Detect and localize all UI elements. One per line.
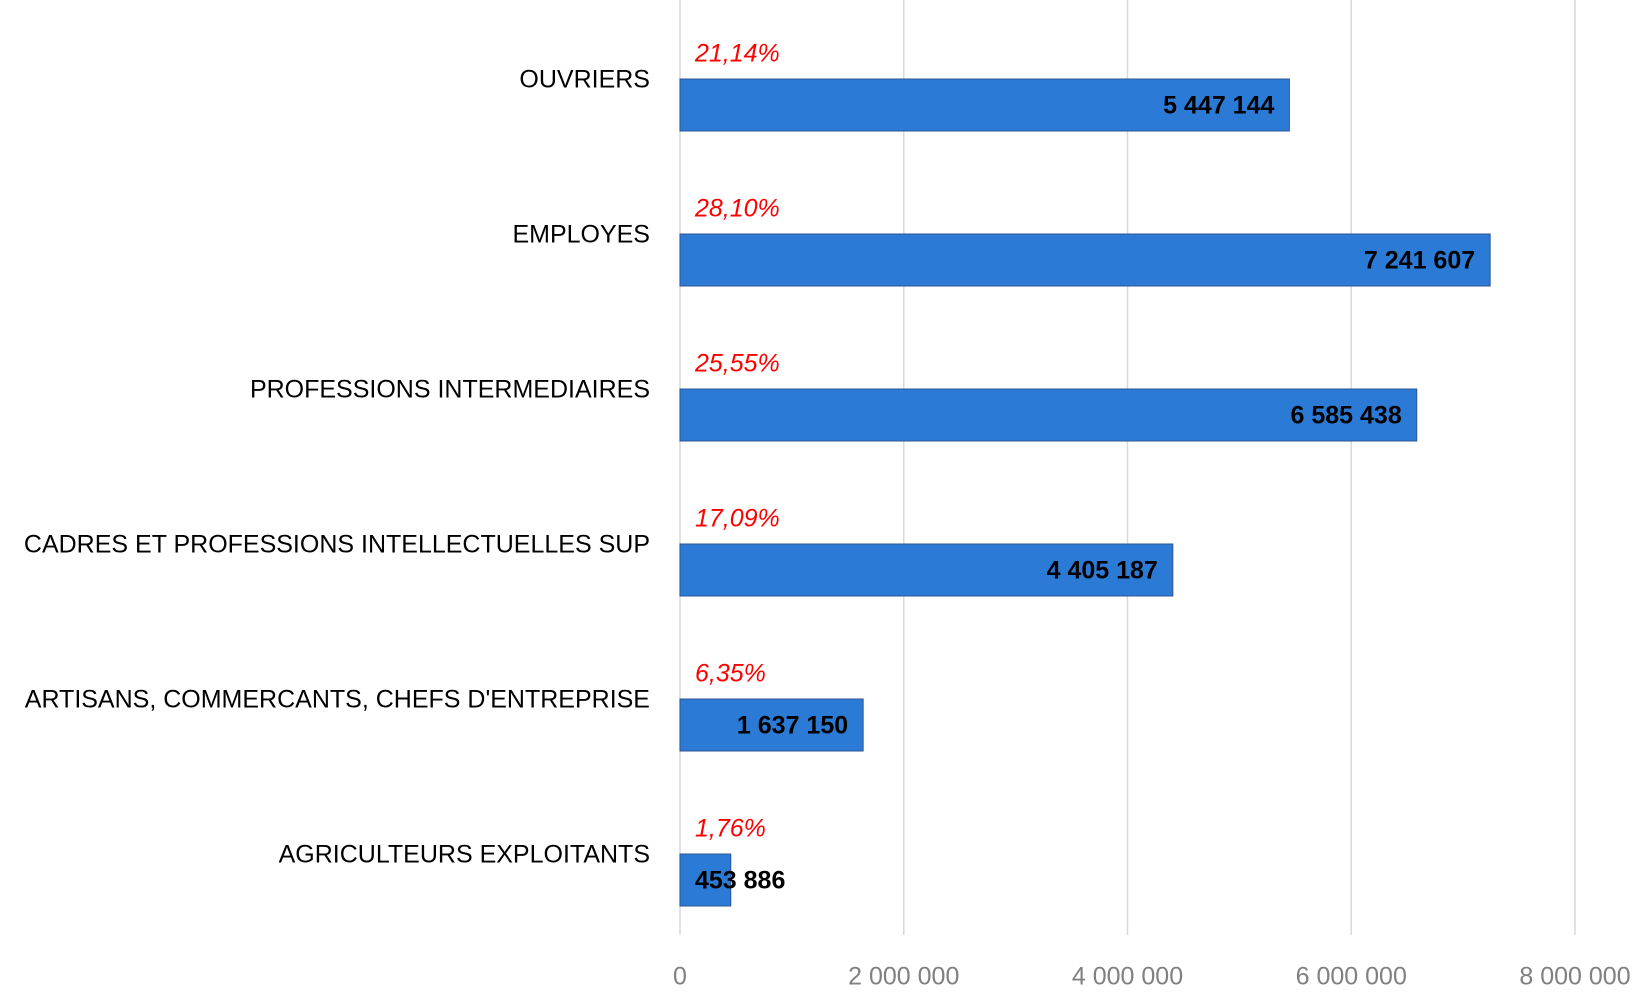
share-label: 25,55% xyxy=(694,350,780,378)
bar xyxy=(679,78,1290,132)
value-label: 453 886 xyxy=(695,867,785,895)
x-tick-label: 4 000 000 xyxy=(1072,963,1183,991)
x-tick-label: 6 000 000 xyxy=(1296,963,1407,991)
bar xyxy=(679,698,864,752)
category-label: OUVRIERS xyxy=(519,66,650,94)
share-label: 1,76% xyxy=(695,815,766,843)
value-label: 7 241 607 xyxy=(1364,247,1475,275)
x-tick-label: 8 000 000 xyxy=(1519,963,1630,991)
share-label: 21,14% xyxy=(694,40,780,68)
share-label: 17,09% xyxy=(695,505,780,533)
bar xyxy=(679,388,1418,442)
value-label: 1 637 150 xyxy=(737,712,848,740)
share-label: 6,35% xyxy=(695,660,766,688)
value-label: 6 585 438 xyxy=(1291,402,1402,430)
category-label: PROFESSIONS INTERMEDIAIRES xyxy=(250,376,650,404)
category-label: AGRICULTEURS EXPLOITANTS xyxy=(279,841,650,869)
value-label: 4 405 187 xyxy=(1047,557,1158,585)
category-label: CADRES ET PROFESSIONS INTELLECTUELLES SU… xyxy=(24,531,650,559)
value-label: 5 447 144 xyxy=(1163,92,1274,120)
bar xyxy=(679,233,1491,287)
x-tick-label: 2 000 000 xyxy=(848,963,959,991)
x-tick-label: 0 xyxy=(673,963,687,991)
category-label: EMPLOYES xyxy=(512,221,650,249)
bar xyxy=(679,543,1174,597)
category-label: ARTISANS, COMMERCANTS, CHEFS D'ENTREPRIS… xyxy=(25,686,650,714)
bar xyxy=(679,853,732,907)
share-label: 28,10% xyxy=(694,195,780,223)
